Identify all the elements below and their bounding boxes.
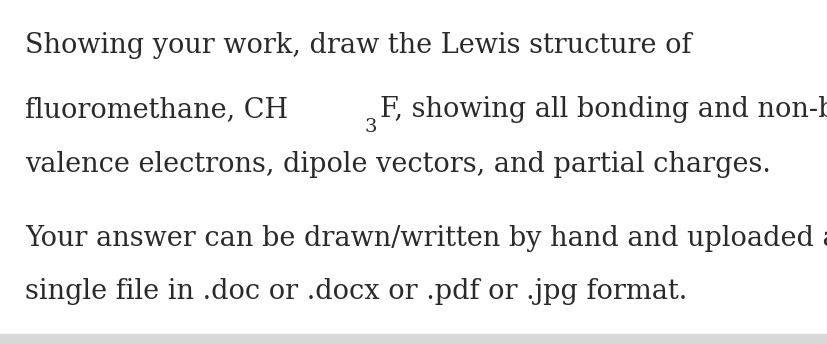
Text: single file in .doc or .docx or .pdf or .jpg format.: single file in .doc or .docx or .pdf or … [25, 278, 686, 305]
Text: 3: 3 [364, 118, 376, 137]
Text: fluoromethane, CH: fluoromethane, CH [25, 96, 288, 123]
Text: Your answer can be drawn/written by hand and uploaded as a: Your answer can be drawn/written by hand… [25, 225, 827, 252]
Text: Showing your work, draw the Lewis structure of: Showing your work, draw the Lewis struct… [25, 32, 691, 59]
Text: valence electrons, dipole vectors, and partial charges.: valence electrons, dipole vectors, and p… [25, 151, 770, 178]
Text: F, showing all bonding and non-bonding: F, showing all bonding and non-bonding [380, 96, 827, 123]
Bar [0, 334, 827, 344]
